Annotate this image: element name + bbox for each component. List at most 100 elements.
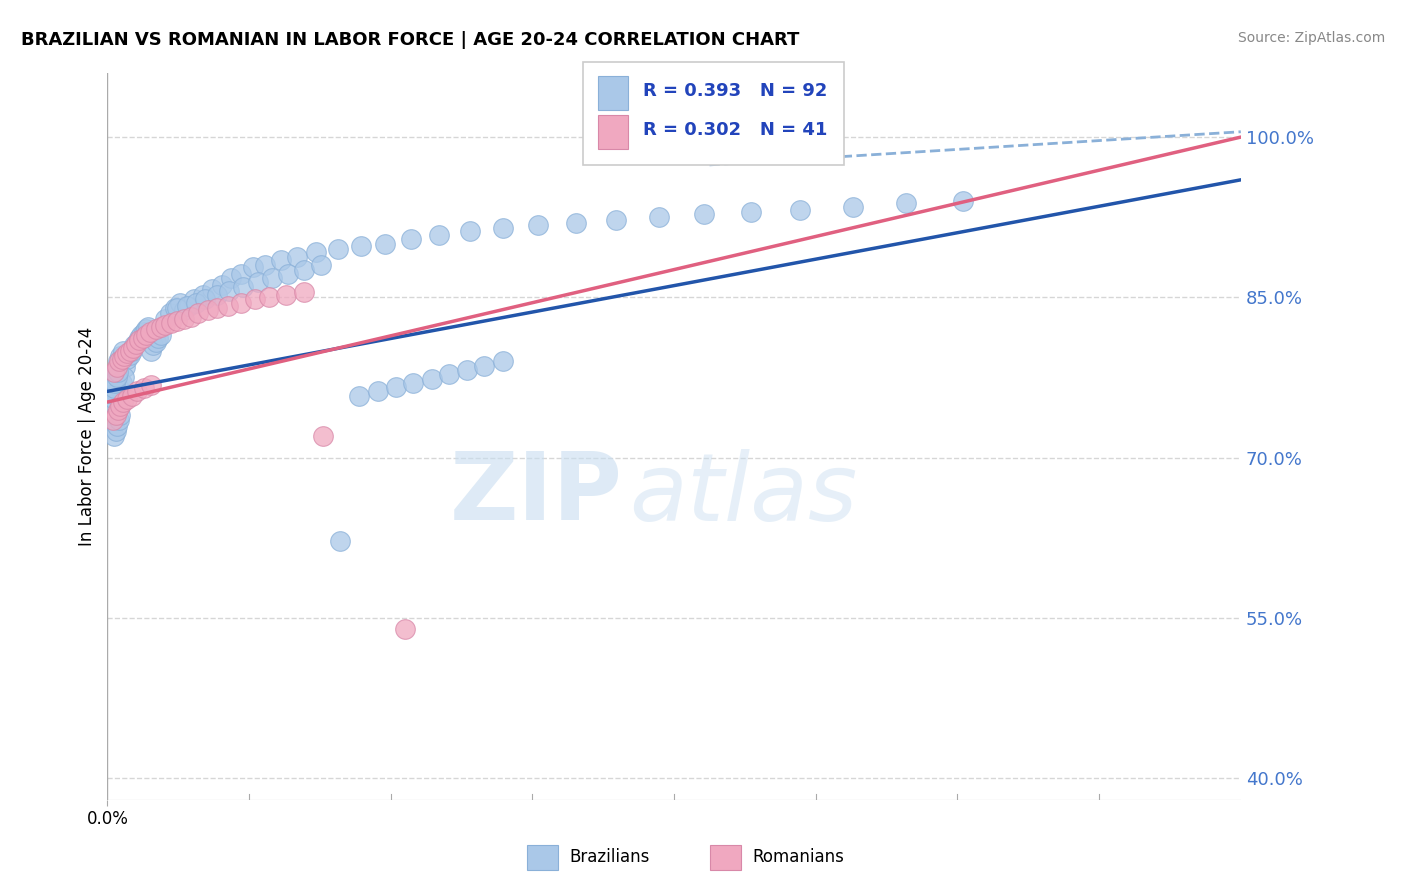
Point <box>177 299 200 313</box>
Point <box>107 354 129 368</box>
Point <box>305 245 328 260</box>
Point <box>427 228 450 243</box>
Point <box>180 310 202 324</box>
Point <box>139 325 162 339</box>
Point <box>229 267 252 281</box>
Text: Source: ZipAtlas.com: Source: ZipAtlas.com <box>1237 31 1385 45</box>
Point <box>243 293 266 307</box>
Point <box>176 299 198 313</box>
Point <box>131 327 153 342</box>
Point <box>229 295 252 310</box>
Point <box>285 250 308 264</box>
Point <box>492 354 515 368</box>
Point <box>166 314 188 328</box>
Point <box>115 346 138 360</box>
Point <box>107 413 129 427</box>
Text: atlas: atlas <box>628 449 858 540</box>
Point <box>374 236 396 251</box>
Point <box>437 368 460 382</box>
Point <box>205 288 228 302</box>
Point <box>138 320 160 334</box>
Point <box>127 335 149 350</box>
Point <box>108 349 131 363</box>
Point <box>141 343 163 358</box>
Point <box>114 359 136 374</box>
Point <box>347 389 370 403</box>
Point <box>253 258 276 272</box>
Point <box>740 205 762 219</box>
Point <box>217 299 239 313</box>
Point <box>456 363 478 377</box>
Point <box>191 288 214 302</box>
Point <box>110 376 132 390</box>
Point <box>402 376 425 390</box>
Point <box>166 301 188 315</box>
Point <box>111 343 134 358</box>
Point <box>115 392 138 406</box>
Point <box>312 429 335 443</box>
Point <box>121 389 143 403</box>
Point <box>194 293 217 307</box>
Point <box>101 413 124 427</box>
Point <box>350 239 373 253</box>
Point <box>399 231 422 245</box>
Point <box>104 365 127 379</box>
Point <box>173 303 195 318</box>
Point <box>472 359 495 373</box>
Point <box>149 327 172 342</box>
Point <box>841 200 863 214</box>
Point <box>107 381 129 395</box>
Point <box>108 400 131 414</box>
Point <box>101 386 124 401</box>
Point <box>134 381 156 395</box>
Point <box>124 338 146 352</box>
Point <box>211 277 233 292</box>
Point <box>221 271 243 285</box>
Point <box>292 285 315 299</box>
Point <box>277 267 299 281</box>
Point <box>160 316 183 330</box>
Point <box>110 352 132 367</box>
Point <box>103 381 125 395</box>
Point <box>218 284 240 298</box>
Point <box>326 242 349 256</box>
Point <box>125 337 148 351</box>
Point <box>492 220 515 235</box>
Point <box>104 424 127 438</box>
Point <box>260 271 283 285</box>
Point <box>257 290 280 304</box>
Point <box>141 378 163 392</box>
Point <box>197 303 219 318</box>
Point <box>789 202 811 217</box>
Point <box>121 343 143 358</box>
Point <box>605 213 627 227</box>
Y-axis label: In Labor Force | Age 20-24: In Labor Force | Age 20-24 <box>79 326 96 546</box>
Point <box>205 301 228 315</box>
Point <box>128 333 150 347</box>
Point <box>394 622 416 636</box>
Point <box>565 216 588 230</box>
Point <box>187 306 209 320</box>
Point <box>107 402 129 417</box>
Point <box>159 306 181 320</box>
Point <box>145 335 167 350</box>
Point <box>105 359 128 374</box>
Point <box>292 262 315 277</box>
Point <box>232 279 254 293</box>
Point <box>896 196 918 211</box>
Point <box>115 352 138 367</box>
Point <box>132 331 155 345</box>
Point <box>107 365 129 379</box>
Text: ZIP: ZIP <box>450 449 623 541</box>
Point <box>420 371 443 385</box>
Point <box>122 341 145 355</box>
Point <box>104 408 127 422</box>
Point <box>111 395 134 409</box>
Point <box>184 295 207 310</box>
Point <box>134 325 156 339</box>
Point <box>242 260 264 275</box>
Point <box>101 397 124 411</box>
Point <box>155 318 177 332</box>
Point <box>329 533 352 548</box>
Point <box>693 207 716 221</box>
